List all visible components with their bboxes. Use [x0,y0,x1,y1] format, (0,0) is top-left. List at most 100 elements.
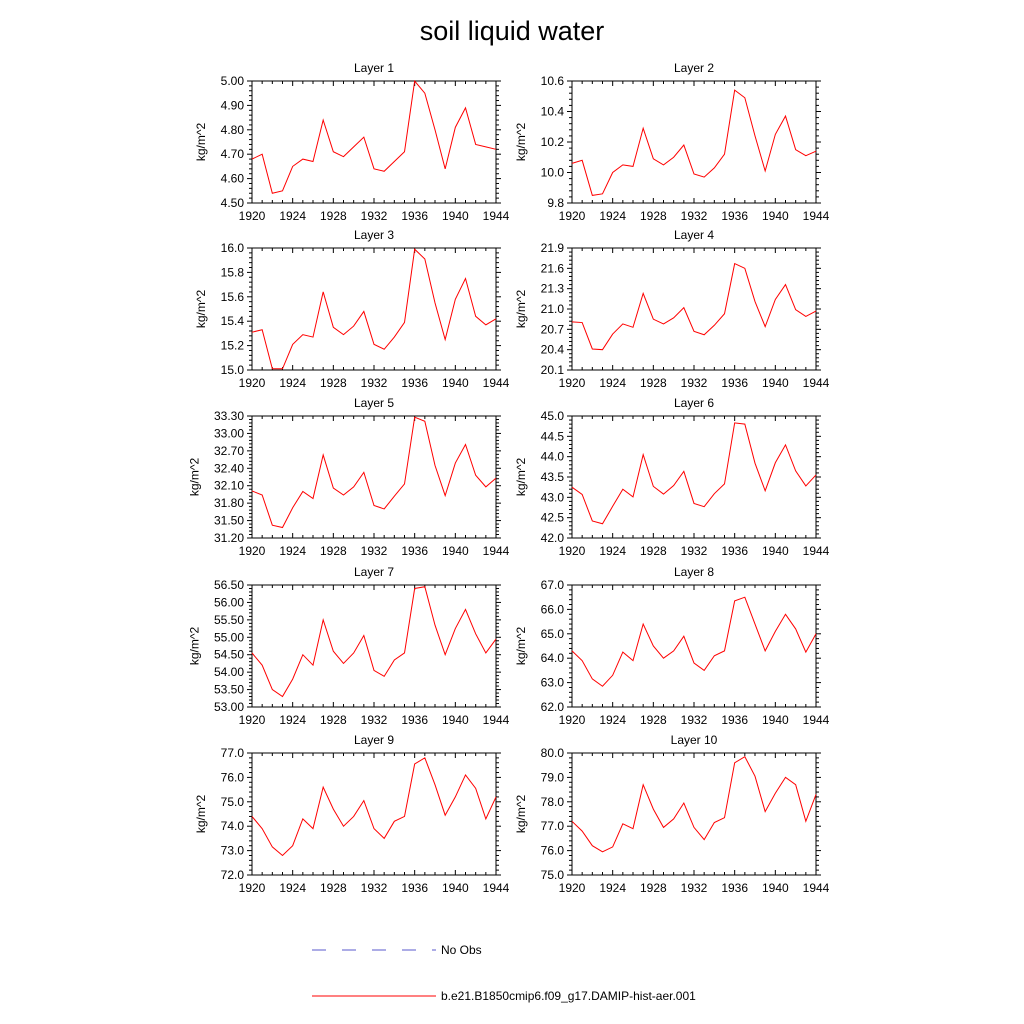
panel-title: Layer 3 [354,228,394,242]
series-line [251,757,497,857]
x-tick-label: 1944 [803,209,830,223]
y-tick-label: 55.50 [214,613,244,627]
x-tick-label: 1944 [483,881,510,895]
plot-frame [251,752,497,876]
y-tick-label: 32.70 [214,444,244,458]
x-tick-label: 1920 [239,209,266,223]
plot-frame [571,752,817,876]
series-line [251,248,497,370]
y-tick-label: 4.50 [221,196,245,210]
y-tick-label: 31.80 [214,496,244,510]
series-line [571,89,817,196]
y-axis-label: kg/m^2 [194,123,208,162]
x-tick-label: 1940 [442,713,469,727]
y-tick-label: 53.50 [214,683,244,697]
y-tick-label: 33.30 [214,409,244,423]
series-line [571,755,817,853]
y-tick-label: 64.0 [541,651,565,665]
y-tick-label: 65.0 [541,627,565,641]
y-tick-label: 21.3 [541,282,565,296]
y-tick-label: 10.0 [541,166,565,180]
panel-layer-4: Layer 4 1920 1924 1928 1932 1936 1940 1944 20.1 2… [514,228,829,390]
x-tick-label: 1928 [320,544,347,558]
series-line [251,79,497,194]
x-tick-label: 1940 [762,209,789,223]
x-tick-label: 1924 [279,376,306,390]
y-tick-label: 54.50 [214,648,244,662]
y-tick-label: 56.00 [214,595,244,609]
plot-frame [571,584,817,708]
x-tick-label: 1932 [681,544,708,558]
y-tick-label: 79.0 [541,770,565,784]
x-tick-label: 1928 [640,713,667,727]
y-tick-label: 77.0 [221,746,245,760]
x-tick-label: 1932 [681,376,708,390]
plot-frame [251,415,497,539]
x-tick-label: 1944 [803,713,830,727]
x-tick-label: 1936 [401,881,428,895]
x-tick-label: 1936 [401,713,428,727]
x-tick-label: 1936 [401,376,428,390]
y-tick-label: 33.00 [214,426,244,440]
x-tick-label: 1932 [681,209,708,223]
panel-layer-8: Layer 8 1920 1924 1928 1932 1936 1940 1944 62.0 6… [514,565,829,727]
x-tick-label: 1920 [559,881,586,895]
x-tick-label: 1944 [483,713,510,727]
series-line [571,596,817,687]
x-tick-label: 1944 [803,881,830,895]
x-tick-label: 1924 [279,713,306,727]
x-tick-label: 1924 [599,544,626,558]
y-tick-label: 53.00 [214,700,244,714]
y-tick-label: 32.10 [214,479,244,493]
x-tick-label: 1936 [401,209,428,223]
y-axis-label: kg/m^2 [514,290,528,329]
x-tick-label: 1940 [762,376,789,390]
x-tick-label: 1936 [721,544,748,558]
y-tick-label: 32.40 [214,461,244,475]
plot-frame [571,80,817,204]
y-tick-label: 45.0 [541,409,565,423]
panel-title: Layer 6 [674,396,714,410]
legend-model-label: b.e21.B1850cmip6.f09_g17.DAMIP-hist-aer.… [441,989,696,1003]
x-tick-label: 1932 [361,209,388,223]
y-axis-label: kg/m^2 [188,627,202,666]
y-axis-label: kg/m^2 [194,290,208,329]
y-tick-label: 77.0 [541,819,565,833]
x-tick-label: 1932 [361,376,388,390]
y-axis-label: kg/m^2 [514,627,528,666]
panel-title: Layer 2 [674,61,714,75]
panel-title: Layer 5 [354,396,394,410]
x-tick-label: 1936 [721,209,748,223]
x-tick-label: 1932 [361,713,388,727]
x-tick-label: 1944 [483,376,510,390]
x-tick-label: 1944 [483,209,510,223]
y-tick-label: 43.5 [541,470,565,484]
x-tick-label: 1920 [559,544,586,558]
x-tick-label: 1924 [599,881,626,895]
x-tick-label: 1920 [239,713,266,727]
y-tick-label: 31.50 [214,514,244,528]
x-tick-label: 1924 [599,376,626,390]
panel-title: Layer 1 [354,61,394,75]
y-axis-label: kg/m^2 [188,458,202,497]
y-tick-label: 10.4 [541,105,565,119]
panel-layer-5: Layer 5 1920 1924 1928 1932 1936 1940 1944 31.20… [188,396,510,558]
x-tick-label: 1928 [640,376,667,390]
x-tick-label: 1940 [762,713,789,727]
y-tick-label: 31.20 [214,531,244,545]
y-tick-label: 67.0 [541,578,565,592]
x-tick-label: 1932 [361,544,388,558]
y-tick-label: 4.80 [221,123,245,137]
y-tick-label: 74.0 [221,819,245,833]
x-tick-label: 1920 [559,713,586,727]
y-tick-label: 20.1 [541,363,565,377]
y-tick-label: 20.7 [541,322,565,336]
x-tick-label: 1940 [442,209,469,223]
plot-frame [251,247,497,371]
panel-title: Layer 4 [674,228,714,242]
y-tick-label: 66.0 [541,602,565,616]
panel-layer-10: Layer 10 1920 1924 1928 1932 1936 1940 1944 75.0… [514,733,829,895]
x-tick-label: 1940 [442,881,469,895]
y-tick-label: 80.0 [541,746,565,760]
